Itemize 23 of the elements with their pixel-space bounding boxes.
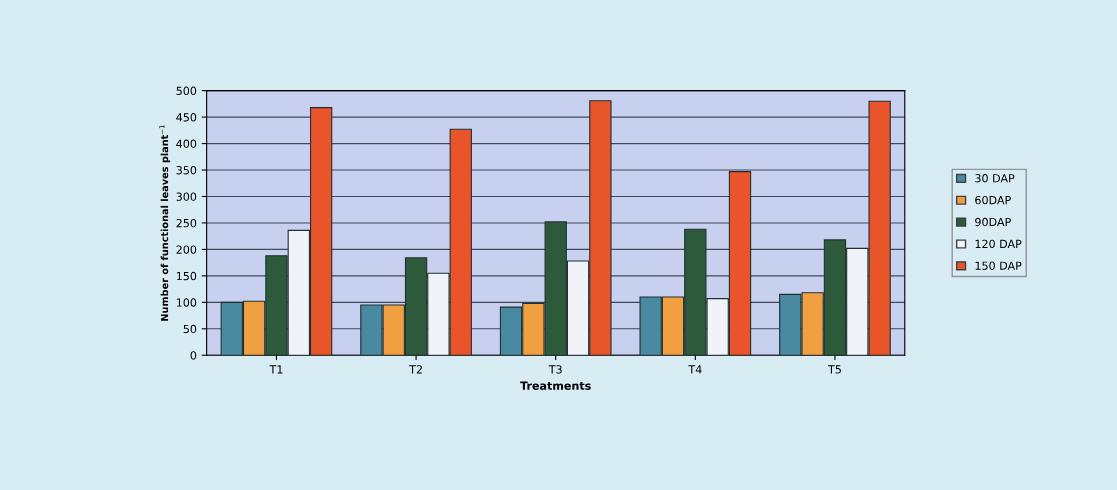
y-tick-label: 50 <box>183 324 197 334</box>
y-tick-label: 400 <box>176 139 197 148</box>
x-tick-label: T3 <box>548 365 562 374</box>
legend-label: 30 DAP <box>975 174 1015 183</box>
x-tick-label: T4 <box>688 365 702 374</box>
x-axis-title: Treatments <box>520 381 591 390</box>
y-tick-label: 0 <box>190 351 197 360</box>
legend-label: 150 DAP <box>975 261 1022 270</box>
legend-label: 90DAP <box>975 217 1011 227</box>
y-axis-title: Number of functional leaves plant$^{−1}$ <box>159 125 171 321</box>
legend-label: 120 DAP <box>975 239 1022 249</box>
y-tick-label: 350 <box>176 166 197 175</box>
x-tick-label: T1 <box>269 365 283 374</box>
y-tick-label: 500 <box>176 86 197 96</box>
y-tick-label: 150 <box>176 271 197 281</box>
y-tick-label: 300 <box>176 192 197 201</box>
legend-label: 60DAP <box>975 195 1011 205</box>
x-tick-label: T2 <box>409 365 422 374</box>
x-tick-label: T5 <box>828 365 841 374</box>
y-tick-label: 200 <box>176 245 197 254</box>
y-tick-label: 250 <box>176 218 197 228</box>
y-tick-label: 100 <box>176 298 197 307</box>
y-tick-label: 450 <box>176 113 197 122</box>
